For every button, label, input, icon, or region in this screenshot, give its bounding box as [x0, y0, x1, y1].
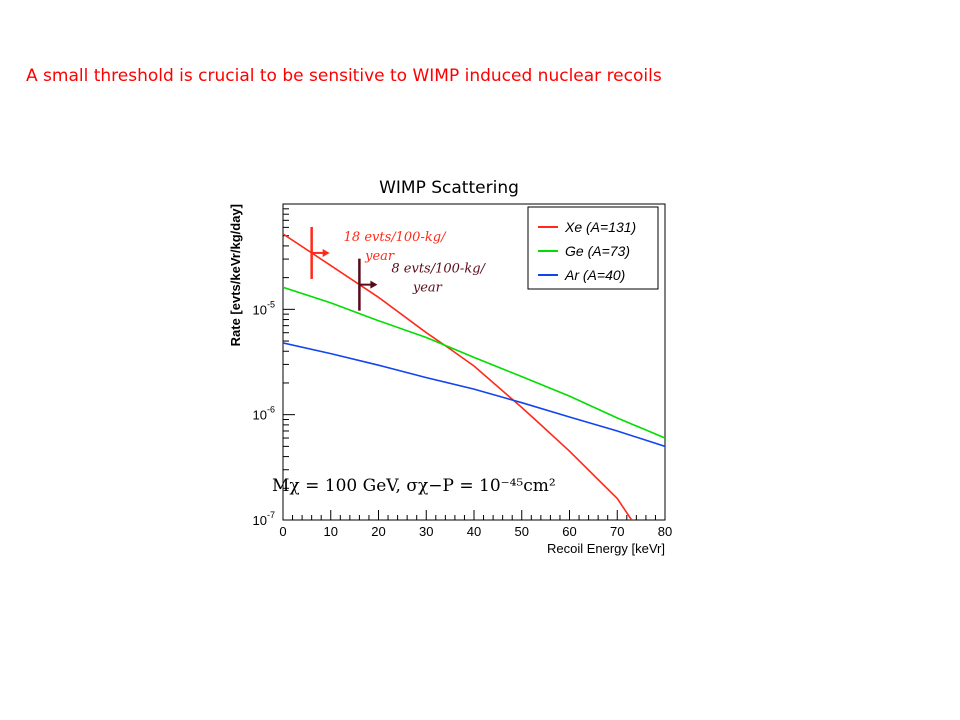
slide-headline: A small threshold is crucial to be sensi… — [26, 66, 662, 86]
y-axis-ticks: 10-7 10-6 10-5 — [253, 208, 295, 528]
y-tick-label: 10-5 — [253, 299, 275, 317]
y-axis-title: Rate [evts/keVr/kg/day] — [228, 204, 243, 346]
x-tick-label: 0 — [279, 524, 286, 539]
x-tick-label: 20 — [371, 524, 385, 539]
x-tick-label: 40 — [467, 524, 481, 539]
series-group — [283, 233, 665, 520]
x-tick-label: 10 — [324, 524, 338, 539]
y-tick-label: 10-7 — [253, 510, 275, 528]
legend-label: Ar (A=40) — [564, 267, 625, 283]
threshold-arrow-head — [370, 280, 378, 289]
x-tick-label: 70 — [610, 524, 624, 539]
wimp-parameters-formula: Mχ = 100 GeV, σχ−P = 10⁻⁴⁵cm² — [272, 476, 556, 496]
threshold-arrow-head — [322, 248, 330, 257]
legend: Xe (A=131) Ge (A=73) Ar (A=40) — [527, 206, 659, 290]
threshold-annotation-line2: year — [412, 281, 443, 296]
x-tick-label: 60 — [562, 524, 576, 539]
threshold-annotation-line1: 8 evts/100-kg/ — [391, 262, 486, 277]
x-axis-title: Recoil Energy [keVr] — [547, 541, 665, 556]
threshold-annotation-line1: 18 evts/100-kg/ — [344, 230, 447, 245]
x-axis-ticks: 0 10 20 30 40 50 60 70 80 — [279, 510, 672, 539]
x-tick-label: 50 — [515, 524, 529, 539]
series-line — [283, 286, 665, 439]
y-tick-label: 10-6 — [253, 405, 275, 423]
legend-label: Xe (A=131) — [564, 219, 636, 235]
series-line — [283, 342, 665, 448]
x-tick-label: 30 — [419, 524, 433, 539]
threshold-annotation-line2: year — [364, 249, 395, 264]
series-line — [283, 233, 633, 520]
x-tick-label: 80 — [658, 524, 672, 539]
chart-title: WIMP Scattering — [379, 178, 519, 198]
legend-label: Ge (A=73) — [565, 243, 630, 259]
